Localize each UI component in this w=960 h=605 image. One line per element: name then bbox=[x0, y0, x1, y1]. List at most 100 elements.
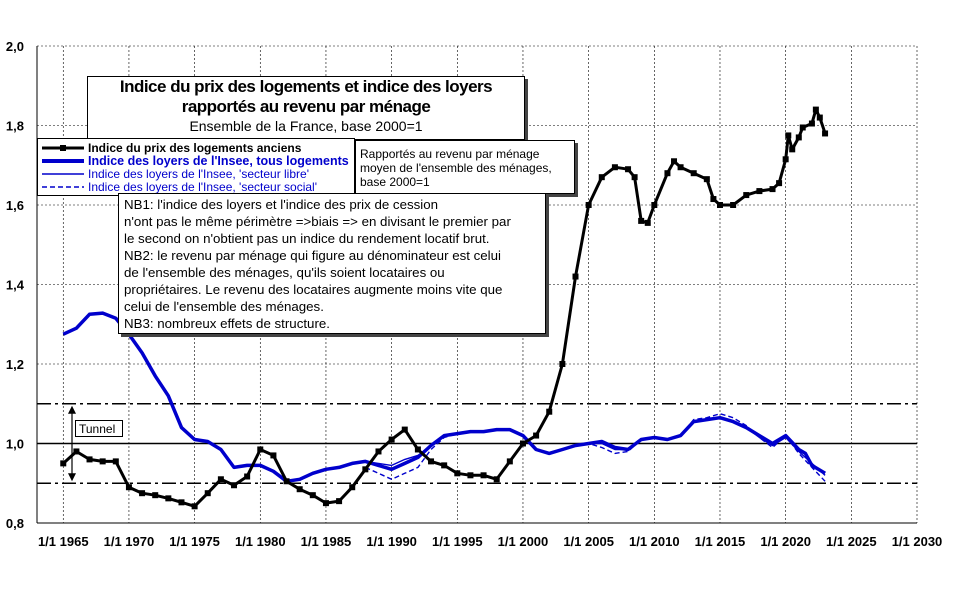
legend-item-prix: Indice du prix des logements anciens bbox=[42, 140, 354, 155]
axes bbox=[36, 46, 917, 524]
reference-lines bbox=[37, 402, 917, 485]
y-tick-label: 0,8 bbox=[6, 516, 24, 531]
data-point-prix bbox=[244, 473, 251, 480]
data-point-prix bbox=[710, 196, 717, 203]
note-line: de l'ensemble des ménages, qu'ils soient… bbox=[124, 265, 445, 280]
data-point-prix bbox=[730, 202, 737, 208]
data-point-prix bbox=[257, 446, 264, 453]
data-point-prix bbox=[822, 130, 829, 137]
tunnel-label: Tunnel bbox=[75, 420, 123, 437]
data-point-prix bbox=[467, 472, 474, 479]
tunnel-arrow-head-up bbox=[68, 405, 76, 414]
data-point-prix bbox=[296, 486, 303, 493]
chart-title-line1: Indice du prix des logements et indice d… bbox=[119, 77, 493, 96]
data-point-prix bbox=[165, 495, 172, 502]
series-line-loyers-social bbox=[365, 413, 826, 482]
data-point-prix bbox=[152, 492, 159, 499]
data-point-prix bbox=[388, 436, 395, 443]
data-point-prix bbox=[795, 134, 802, 141]
x-tick-labels: 1/1 1965 1/1 1970 1/1 1975 1/1 1980 1/1 1985… bbox=[38, 534, 942, 549]
subnote-box: Rapportés au revenu par ménage moyen de … bbox=[355, 140, 575, 194]
data-point-prix bbox=[677, 164, 684, 171]
x-tick-label: 1/1 1965 bbox=[38, 534, 89, 549]
data-point-prix bbox=[178, 499, 185, 506]
note-line: le second on n'obtient pas un indice du … bbox=[124, 231, 490, 246]
data-point-prix bbox=[651, 202, 658, 208]
chart-subtitle: Ensemble de la France, base 2000=1 bbox=[189, 118, 423, 134]
data-point-prix bbox=[401, 426, 408, 433]
data-point-prix bbox=[191, 503, 198, 510]
data-point-prix bbox=[638, 217, 645, 224]
data-point-prix bbox=[231, 482, 238, 489]
data-point-prix bbox=[743, 192, 750, 199]
subnote-line3: base 2000=1 bbox=[360, 175, 430, 189]
data-point-prix bbox=[611, 164, 618, 171]
note-line: NB2: le revenu par ménage qui figure au … bbox=[124, 248, 501, 263]
note-line: NB1: l'indice des loyers et l'indice des… bbox=[124, 197, 439, 212]
data-point-prix bbox=[349, 484, 356, 491]
data-point-prix bbox=[690, 170, 697, 177]
data-point-prix bbox=[322, 500, 329, 507]
data-point-prix bbox=[204, 490, 211, 497]
series-line-loyers-tous bbox=[62, 311, 826, 484]
data-point-prix bbox=[309, 492, 316, 499]
data-point-prix bbox=[441, 462, 448, 469]
data-point-prix bbox=[283, 478, 290, 485]
data-point-prix bbox=[664, 170, 671, 177]
legend-label-prix: Indice du prix des logements anciens bbox=[88, 140, 302, 155]
note-line: n'ont pas le même périmètre =>biais => e… bbox=[124, 214, 511, 229]
y-tick-label: 1,4 bbox=[6, 278, 25, 293]
legend-swatch-dashed-blue bbox=[42, 185, 84, 188]
data-point-prix bbox=[572, 273, 579, 280]
data-point-prix bbox=[812, 106, 819, 113]
tunnel-arrow bbox=[68, 405, 76, 482]
data-point-prix bbox=[139, 490, 146, 497]
data-point-prix bbox=[375, 448, 382, 455]
legend-item-loyers-tous: Indice des loyers de l'Insee, tous logem… bbox=[42, 153, 354, 168]
data-point-prix bbox=[99, 458, 106, 465]
data-point-prix bbox=[454, 470, 461, 477]
y-tick-label: 1,0 bbox=[6, 437, 24, 452]
data-point-prix bbox=[414, 446, 421, 453]
subnote-line2: moyen de l'ensemble des ménages, bbox=[360, 161, 552, 175]
x-tick-label: 1/1 2020 bbox=[760, 534, 811, 549]
note-line: NB3: nombreux effets de structure. bbox=[124, 316, 330, 331]
series-line-loyers-libre bbox=[365, 417, 826, 476]
x-tick-label: 1/1 2030 bbox=[892, 534, 943, 549]
data-point-prix bbox=[362, 466, 369, 473]
data-point-prix bbox=[559, 361, 566, 367]
legend-label-loyers-social: Indice des loyers de l'Insee, 'secteur s… bbox=[88, 179, 317, 194]
data-point-prix bbox=[506, 458, 513, 465]
data-point-prix bbox=[546, 408, 553, 415]
y-tick-label: 2,0 bbox=[6, 39, 24, 54]
data-point-prix bbox=[73, 448, 80, 455]
x-tick-label: 1/1 1990 bbox=[366, 534, 417, 549]
legend-item-loyers-social: Indice des loyers de l'Insee, 'secteur s… bbox=[42, 179, 354, 194]
x-tick-label: 1/1 2000 bbox=[498, 534, 549, 549]
data-point-prix bbox=[625, 166, 632, 173]
subnote-line1: Rapportés au revenu par ménage bbox=[360, 147, 540, 161]
data-point-prix bbox=[808, 120, 815, 127]
data-point-prix bbox=[125, 484, 132, 491]
data-point-prix bbox=[112, 458, 119, 465]
x-tick-label: 1/1 1985 bbox=[301, 534, 352, 549]
chart-title-line2: rapportés au revenu par ménage bbox=[181, 97, 431, 116]
legend-label-loyers-tous: Indice des loyers de l'Insee, tous logem… bbox=[88, 153, 349, 168]
x-tick-label: 1/1 1995 bbox=[432, 534, 483, 549]
data-point-prix bbox=[533, 432, 540, 439]
data-point-prix bbox=[585, 202, 592, 208]
x-tick-label: 1/1 1975 bbox=[169, 534, 220, 549]
chart-title-box: Indice du prix des logements et indice d… bbox=[87, 76, 525, 140]
data-point-prix bbox=[493, 476, 500, 483]
data-point-prix bbox=[799, 124, 806, 131]
notes-box: NB1: l'indice des loyers et l'indice des… bbox=[118, 193, 546, 334]
data-point-prix bbox=[217, 476, 224, 483]
data-point-prix bbox=[631, 174, 638, 181]
legend-swatch-thin-blue bbox=[42, 172, 84, 175]
data-point-prix bbox=[716, 202, 723, 208]
data-point-prix bbox=[480, 472, 487, 479]
y-tick-labels: 0,8 1,0 1,2 1,4 1,6 1,8 2,0 bbox=[6, 39, 25, 531]
data-point-prix bbox=[816, 114, 823, 121]
data-point-prix bbox=[671, 158, 678, 165]
